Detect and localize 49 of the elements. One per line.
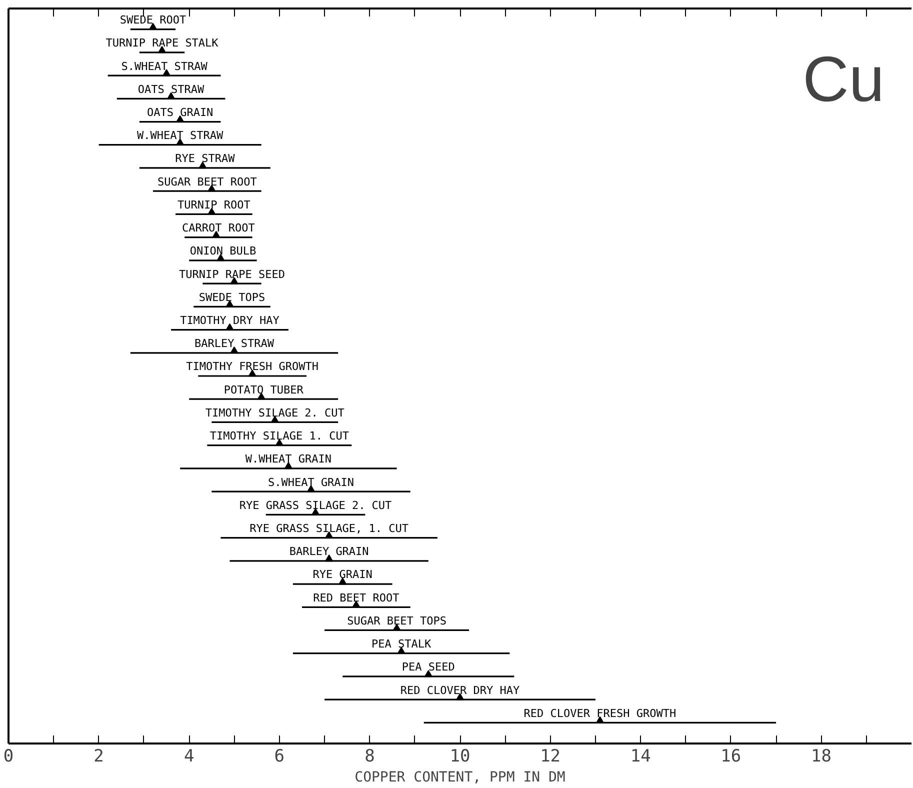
y-tick-label: TURNIP ROOT: [178, 198, 251, 212]
x-tick-label: 18: [810, 746, 832, 766]
y-tick-label: W.WHEAT STRAW: [137, 129, 224, 142]
y-tick-label: BARLEY GRAIN: [289, 545, 369, 558]
x-tick-label: 4: [184, 746, 194, 766]
y-tick-label: TURNIP RAPE SEED: [179, 268, 285, 281]
point: [158, 46, 166, 54]
y-tick-label: S.WHEAT GRAIN: [268, 476, 354, 489]
y-tick-label: TIMOTHY FRESH GROWTH: [186, 360, 319, 374]
y-tick-label: W.WHEAT GRAIN: [245, 452, 332, 466]
text: Cu: [802, 43, 884, 116]
point: [216, 254, 225, 262]
y-tick-label: PEA STALK: [372, 638, 432, 651]
y-tick-label: TURNIP RAPE STALK: [106, 36, 219, 50]
x-tick-label: 6: [274, 746, 285, 766]
y-tick-label: SUGAR BEET ROOT: [157, 175, 258, 188]
y-tick-label: RED CLOVER DRY HAY: [400, 684, 520, 697]
x-tick-label: 12: [540, 746, 561, 766]
x-tick-label: 10: [450, 746, 470, 766]
y-tick-label: TIMOTHY SILAGE 2. CUT: [205, 406, 345, 420]
point: [424, 670, 432, 678]
point: [284, 462, 292, 470]
y-tick-label: RYE GRAIN: [312, 568, 372, 582]
y-tick-label: BARLEY STRAW: [194, 337, 274, 350]
y-tick-label: OATS GRAIN: [146, 106, 214, 119]
x-tick-label: 16: [720, 746, 742, 766]
y-tick-label: RED BEET ROOT: [313, 591, 400, 604]
y-tick-label: SWEDE ROOT: [120, 14, 186, 27]
x-tick-label: 0: [3, 746, 14, 766]
y-tick-label: SWEDE TOPS: [198, 290, 266, 304]
x-tick-label: 2: [94, 746, 104, 766]
y-tick-label: TIMOTHY SILAGE 1. CUT: [210, 430, 350, 443]
y-tick-label: RYE STRAW: [175, 152, 236, 166]
y-tick-label: S.WHEAT STRAW: [121, 60, 208, 73]
y-tick-label: SUGAR BEET TOPS: [347, 614, 446, 628]
y-tick-label: RYE GRASS SILAGE 2. CUT: [239, 498, 392, 512]
y-tick-label: PEA SEED: [402, 660, 455, 674]
point: [325, 554, 334, 562]
y-tick-label: RYE GRASS SILAGE, 1. CUT: [250, 522, 409, 536]
x-axis-title: COPPER CONTENT, PPM IN DM: [354, 770, 566, 786]
y-tick-label: OATS STRAW: [138, 82, 205, 96]
y-tick-label: POTATO TUBER: [224, 383, 304, 396]
y-tick-label: TIMOTHY DRY HAY: [180, 314, 280, 327]
y-tick-label: RED CLOVER FRESH GROWTH: [524, 706, 676, 720]
x-tick-label: 14: [630, 746, 651, 766]
y-tick-label: ONION BULB: [190, 244, 256, 258]
x-tick-label: 8: [364, 746, 375, 766]
point: [198, 162, 207, 169]
y-tick-label: CARROT ROOT: [182, 222, 256, 235]
